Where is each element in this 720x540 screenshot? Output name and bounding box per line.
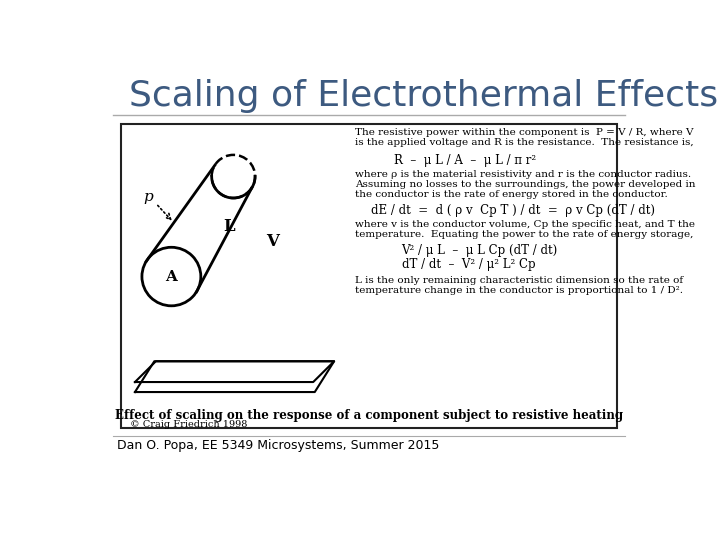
Text: V: V	[266, 233, 279, 251]
Text: V² / μ L  –  μ L Cp (dT / dt): V² / μ L – μ L Cp (dT / dt)	[402, 244, 558, 257]
Text: Assuming no losses to the surroundings, the power developed in: Assuming no losses to the surroundings, …	[355, 180, 696, 189]
Text: Scaling of Electrothermal Effects: Scaling of Electrothermal Effects	[129, 79, 718, 113]
Text: where v is the conductor volume, Cp the specific heat, and T the: where v is the conductor volume, Cp the …	[355, 220, 695, 229]
Text: is the applied voltage and R is the resistance.  The resistance is,: is the applied voltage and R is the resi…	[355, 138, 693, 147]
Text: the conductor is the rate of energy stored in the conductor.: the conductor is the rate of energy stor…	[355, 190, 668, 199]
Bar	[121, 124, 617, 428]
Text: The resistive power within the component is  P = V / R, where V: The resistive power within the component…	[355, 128, 693, 137]
Text: temperature.  Equating the power to the rate of energy storage,: temperature. Equating the power to the r…	[355, 230, 693, 239]
Text: R  –  μ L / A  –  μ L / π r²: R – μ L / A – μ L / π r²	[394, 154, 536, 167]
Text: © Craig Friedrich 1998: © Craig Friedrich 1998	[130, 420, 248, 429]
Text: L is the only remaining characteristic dimension so the rate of: L is the only remaining characteristic d…	[355, 276, 683, 285]
Text: dE / dt  =  d ( ρ v  Cp T ) / dt  =  ρ v Cp (dT / dt): dE / dt = d ( ρ v Cp T ) / dt = ρ v Cp (…	[371, 204, 654, 217]
Text: L: L	[224, 218, 235, 235]
Text: Dan O. Popa, EE 5349 Microsystems, Summer 2015: Dan O. Popa, EE 5349 Microsystems, Summe…	[117, 438, 439, 451]
Text: temperature change in the conductor is proportional to 1 / D².: temperature change in the conductor is p…	[355, 286, 683, 295]
Text: Effect of scaling on the response of a component subject to resistive heating: Effect of scaling on the response of a c…	[115, 409, 623, 422]
Text: where ρ is the material resistivity and r is the conductor radius.: where ρ is the material resistivity and …	[355, 170, 691, 179]
Text: A: A	[166, 269, 177, 284]
Text: dT / dt  –  V² / μ² L² Cp: dT / dt – V² / μ² L² Cp	[402, 258, 535, 271]
Text: p: p	[143, 190, 153, 204]
